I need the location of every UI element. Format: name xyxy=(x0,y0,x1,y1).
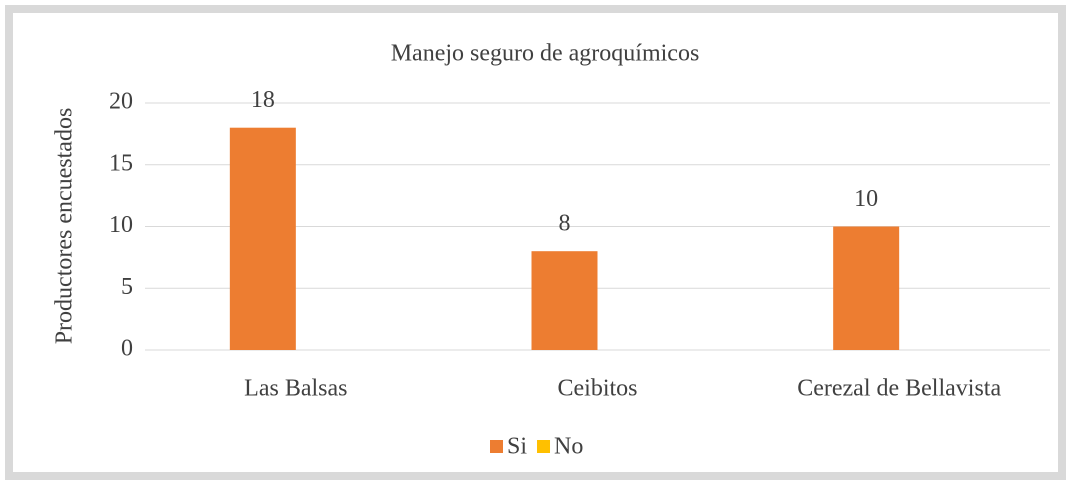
legend-swatch xyxy=(537,440,551,453)
data-label: 8 xyxy=(559,211,571,237)
y-tick-label: 0 xyxy=(121,336,133,362)
data-label: 18 xyxy=(251,87,275,113)
x-tick-label: Las Balsas xyxy=(244,376,347,402)
bar xyxy=(229,127,296,350)
legend-label: Si xyxy=(507,434,527,460)
bar xyxy=(531,251,598,350)
legend-swatch xyxy=(490,440,503,453)
x-tick-label: Cerezal de Bellavista xyxy=(797,376,1001,402)
chart-title: Manejo seguro de agroquímicos xyxy=(391,41,700,67)
chart-frame xyxy=(5,5,1066,480)
y-tick-label: 5 xyxy=(121,274,133,300)
y-tick-label: 10 xyxy=(109,212,133,238)
bar xyxy=(833,226,900,350)
data-label: 10 xyxy=(854,186,878,212)
x-tick-label: Ceibitos xyxy=(557,376,637,402)
legend-label: No xyxy=(554,434,583,460)
y-axis-label: Productores encuestados xyxy=(52,108,78,345)
y-tick-label: 20 xyxy=(109,89,133,115)
y-tick-label: 15 xyxy=(109,150,133,176)
